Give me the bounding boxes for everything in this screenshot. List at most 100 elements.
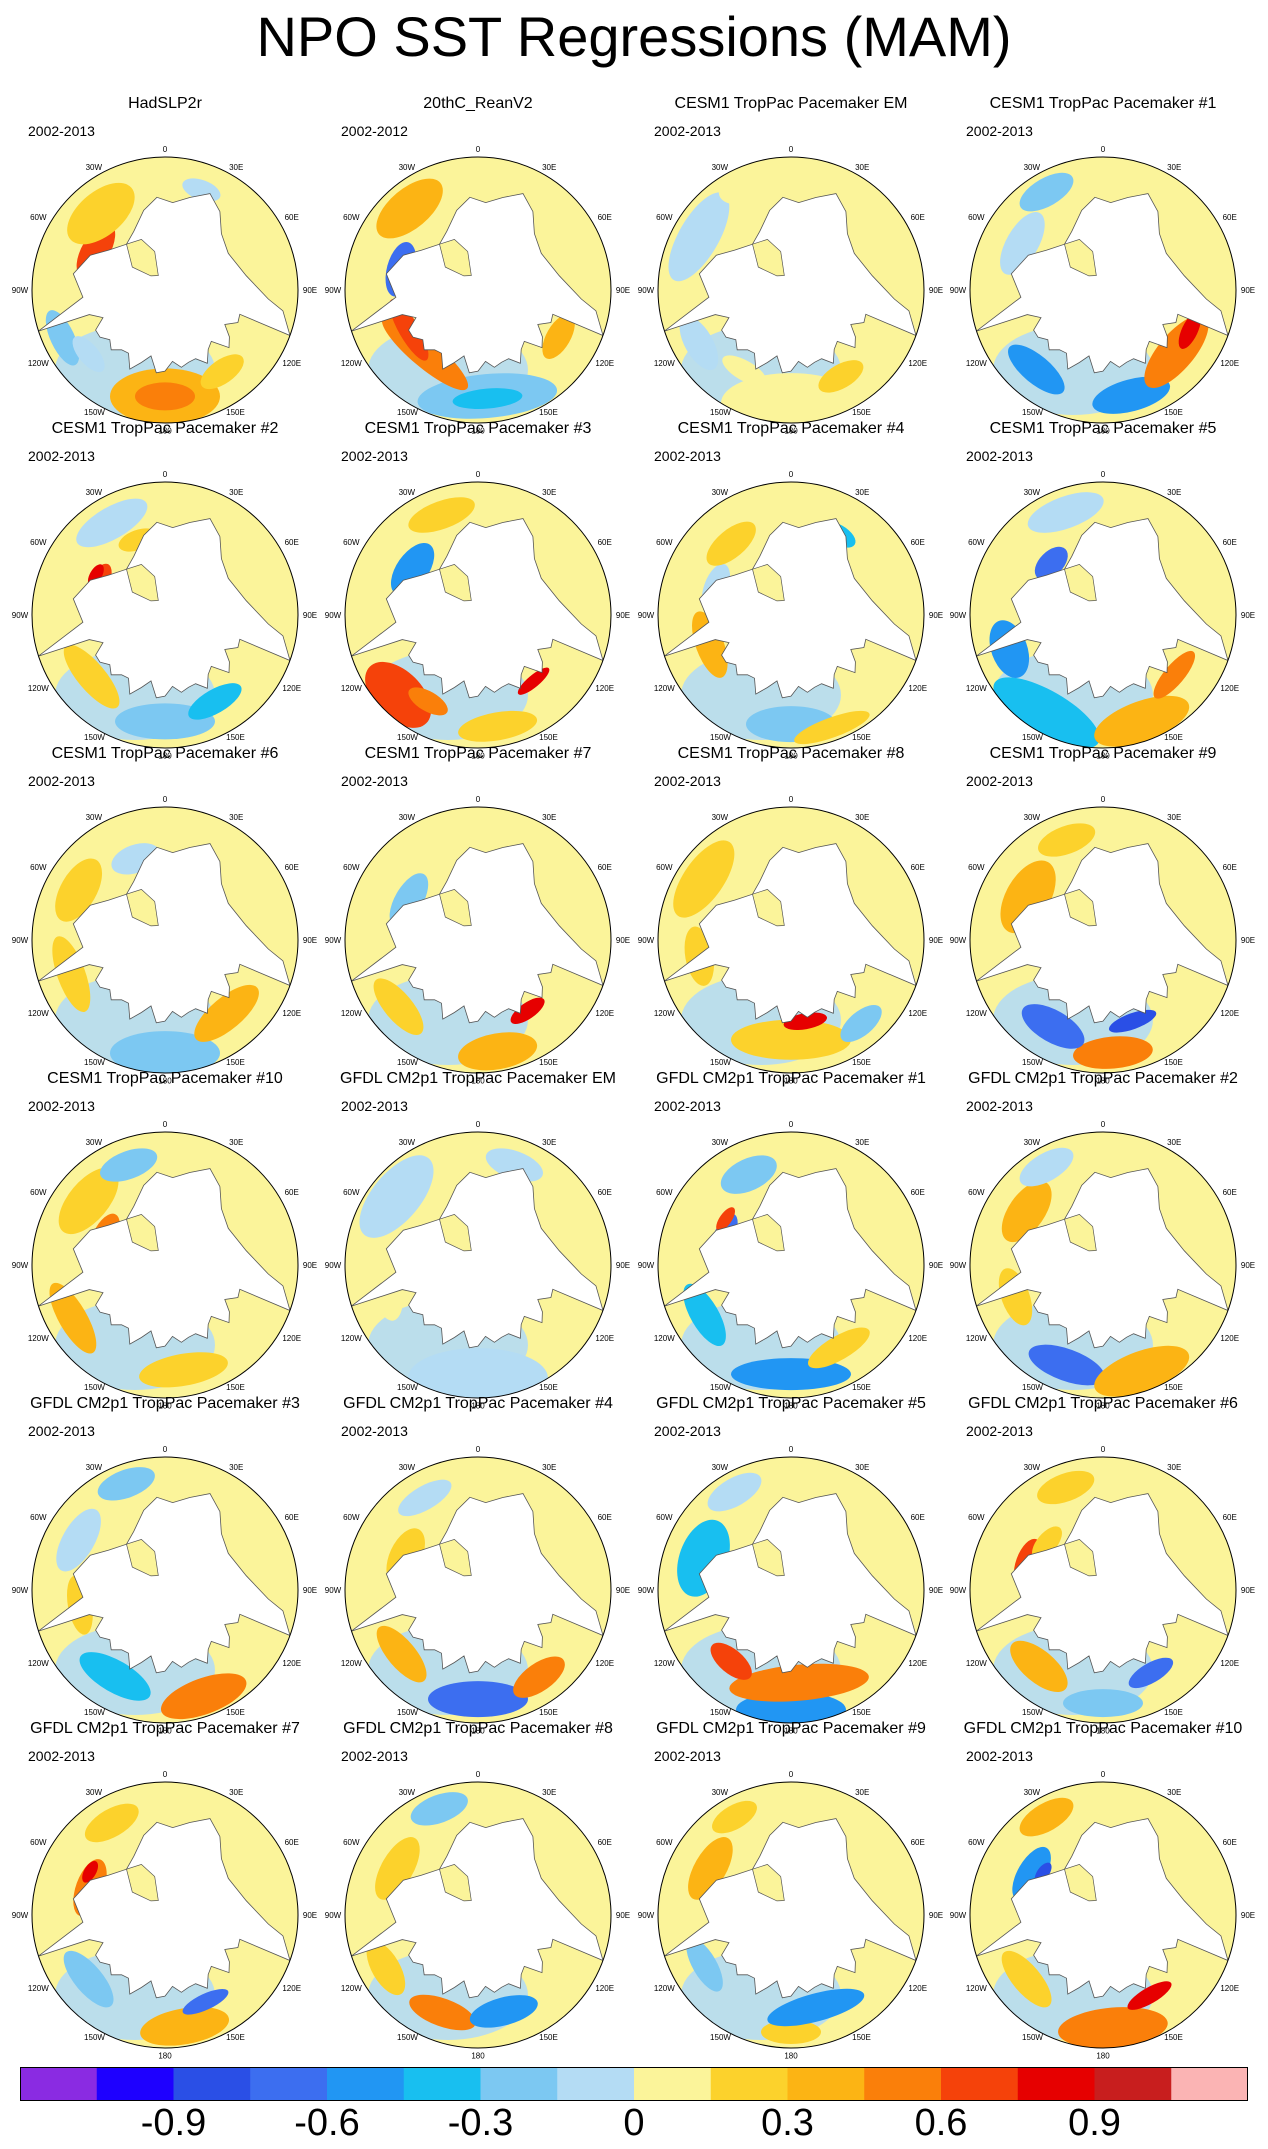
panel-period: 2002-2013: [654, 1748, 721, 1764]
map-panel: GFDL CM2p1 TropPac Pacemaker #8 2002-2013…: [323, 1720, 633, 2060]
greenland-outline: [1064, 1214, 1097, 1252]
sst-anomaly-region: [517, 667, 550, 695]
sst-anomaly-region: [761, 2020, 821, 2044]
panel-title: GFDL CM2p1 TropPac Pacemaker #9: [656, 1720, 926, 1737]
map-panel: CESM1 TropPac Pacemaker #1 2002-2013 180 15…: [948, 95, 1258, 435]
longitude-label: 120W: [966, 1334, 987, 1343]
polar-map: 180 150W 150E 120W 120E 90W 90E 60W 60E 30W 30E 0: [638, 1770, 943, 2060]
longitude-label: 60E: [1223, 1838, 1237, 1847]
longitude-label: 150W: [1022, 733, 1043, 742]
panel-title: CESM1 TropPac Pacemaker #1: [989, 95, 1217, 112]
longitude-label: 60E: [911, 538, 925, 547]
panel-period: 2002-2013: [654, 123, 721, 139]
colorbar-swatch: [96, 2067, 174, 2101]
longitude-label: 150W: [397, 733, 418, 742]
panel-title: GFDL CM2p1 TropPac Pacemaker #6: [968, 1395, 1238, 1412]
longitude-label: 0: [789, 1770, 794, 1779]
longitude-label: 90W: [638, 611, 655, 620]
map-panel: GFDL CM2p1 TropPac Pacemaker #9 2002-2013…: [636, 1720, 946, 2060]
sst-anomaly-region: [110, 1031, 220, 1073]
longitude-label: 0: [163, 1120, 168, 1129]
longitude-label: 60W: [343, 1513, 360, 1522]
map-border: [344, 156, 612, 424]
longitude-label: 60E: [911, 213, 925, 222]
longitude-label: 60E: [1223, 1513, 1237, 1522]
sst-anomaly-region: [366, 1941, 406, 1996]
greenland-outline: [439, 889, 472, 927]
longitude-label: 180: [784, 426, 798, 435]
panel-period: 2002-2013: [28, 1423, 95, 1439]
sst-anomaly-region: [1027, 492, 1104, 533]
longitude-label: 60E: [285, 863, 299, 872]
longitude-label: 150E: [539, 2033, 558, 2042]
sst-anomaly-region: [710, 1642, 752, 1680]
longitude-label: 60W: [656, 1838, 673, 1847]
sst-anomaly-region: [706, 521, 756, 566]
polar-map: 180 150W 150E 120W 120E 90W 90E 60W 60E 30W 30E 0: [12, 1770, 317, 2060]
panel-period: 2002-2013: [966, 123, 1033, 139]
longitude-label: 150E: [539, 1708, 558, 1717]
map-border: [969, 1131, 1237, 1399]
longitude-label: 60E: [598, 538, 612, 547]
longitude-label: 60E: [285, 1838, 299, 1847]
longitude-label: 150E: [1164, 733, 1183, 742]
sst-anomaly-region: [1001, 1181, 1052, 1243]
sst-anomaly-region: [1028, 1344, 1105, 1386]
greenland-outline: [126, 1864, 159, 1902]
panel-period: 2002-2013: [341, 773, 408, 789]
longitude-label: 150E: [1164, 2033, 1183, 2042]
land-mask: [351, 193, 604, 374]
panel-period: 2002-2013: [966, 448, 1033, 464]
sst-anomaly-region: [707, 1472, 762, 1512]
map-panel: GFDL CM2p1 TropPac Pacemaker #5 2002-2013…: [636, 1395, 946, 1735]
panel-title: CESM1 TropPac Pacemaker #2: [51, 420, 279, 437]
longitude-label: 0: [163, 1770, 168, 1779]
sst-anomaly-region: [1021, 1004, 1085, 1049]
greenland-outline: [1064, 239, 1097, 277]
sst-anomaly-region: [1019, 172, 1074, 212]
longitude-label: 180: [1096, 1076, 1110, 1085]
panel-period: 2002-2013: [966, 1748, 1033, 1764]
longitude-label: 90E: [303, 286, 317, 295]
longitude-label: 150W: [710, 1708, 731, 1717]
longitude-label: 90W: [12, 936, 29, 945]
colorbar-swatch: [557, 2067, 635, 2101]
longitude-label: 90W: [638, 936, 655, 945]
longitude-label: 90E: [1241, 1586, 1255, 1595]
sst-anomaly-region: [79, 1652, 151, 1701]
land-mask: [976, 1168, 1229, 1349]
map-border: [657, 481, 925, 749]
longitude-label: 0: [789, 795, 794, 804]
sst-anomaly-region: [1128, 1657, 1174, 1689]
longitude-label: 60E: [1223, 213, 1237, 222]
land-mask: [38, 1168, 291, 1349]
polar-map: 180 150W 150E 120W 120E 90W 90E 60W 60E 30W 30E 0: [12, 795, 317, 1085]
longitude-label: 0: [476, 145, 481, 154]
sst-anomaly-region: [1108, 1009, 1157, 1033]
longitude-label: 120E: [908, 1659, 927, 1668]
longitude-label: 120E: [908, 359, 927, 368]
longitude-label: 30E: [855, 1463, 869, 1472]
longitude-label: 90W: [325, 286, 342, 295]
sst-anomaly-region: [55, 858, 103, 922]
longitude-label: 90W: [950, 936, 967, 945]
sst-anomaly-region: [1153, 650, 1196, 699]
longitude-label: 180: [784, 1726, 798, 1735]
longitude-label: 150E: [1164, 1708, 1183, 1717]
sst-anomaly-region: [840, 1004, 882, 1043]
panel-period: 2002-2013: [654, 1423, 721, 1439]
longitude-label: 90W: [325, 611, 342, 620]
land-mask: [351, 1818, 604, 1999]
longitude-label: 30E: [229, 1138, 243, 1147]
longitude-label: 90E: [303, 1911, 317, 1920]
longitude-label: 60W: [343, 213, 360, 222]
longitude-label: 150W: [397, 1708, 418, 1717]
sst-anomaly-region: [818, 360, 864, 393]
longitude-label: 60W: [343, 1838, 360, 1847]
longitude-label: 150W: [84, 408, 105, 417]
longitude-label: 30W: [1024, 1463, 1041, 1472]
greenland-outline: [1064, 564, 1097, 602]
longitude-label: 150W: [397, 2033, 418, 2042]
longitude-label: 120W: [28, 1984, 49, 1993]
colorbar-swatch: [1171, 2067, 1249, 2101]
